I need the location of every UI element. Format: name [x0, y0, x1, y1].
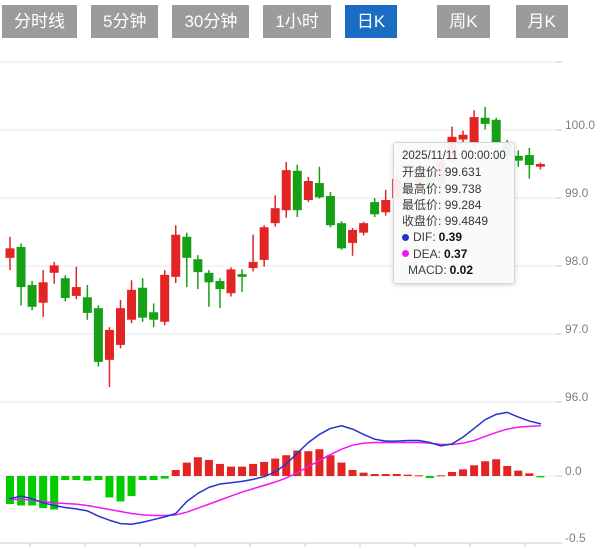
tooltip-date: 2025/11/11 00:00:00 — [402, 150, 506, 162]
tab-1hour[interactable]: 1小时 — [263, 5, 331, 38]
tooltip-indicator-row: MACD: 0.02 — [408, 263, 474, 278]
svg-text:0.0: 0.0 — [565, 464, 582, 478]
tooltip-indicator-row: DEA: 0.37 — [402, 246, 506, 262]
tab-5min[interactable]: 5分钟 — [91, 5, 159, 38]
tab-weekly[interactable]: 周K — [437, 5, 490, 38]
tooltip-price-row: 开盘价: 99.631 — [402, 165, 482, 180]
tooltip-indicator-row: DIF: 0.39 — [402, 229, 506, 245]
tab-30min[interactable]: 30分钟 — [172, 5, 250, 38]
tooltip-price-row: 收盘价: 99.4849 — [402, 214, 489, 229]
svg-text:99.0: 99.0 — [565, 186, 589, 200]
ohlc-tooltip: 2025/11/11 00:00:00 开盘价: 99.631 最高价: 99.7… — [393, 142, 515, 285]
svg-text:96.0: 96.0 — [565, 390, 589, 404]
svg-text:-0.5: -0.5 — [565, 531, 586, 545]
svg-text:97.0: 97.0 — [565, 322, 589, 336]
tab-monthly[interactable]: 月K — [515, 5, 568, 38]
tooltip-price-row: 最低价: 99.284 — [402, 197, 482, 212]
tab-timeline[interactable]: 分时线 — [2, 5, 77, 38]
timeframe-tabbar: 分时线 5分钟 30分钟 1小时 日K 周K 月K — [2, 5, 568, 38]
svg-text:98.0: 98.0 — [565, 254, 589, 268]
tooltip-price-row: 最高价: 99.738 — [402, 181, 482, 196]
series-bullet-icon — [402, 234, 409, 242]
series-bullet-icon — [402, 250, 409, 258]
svg-text:100.0: 100.0 — [565, 118, 595, 132]
tab-daily[interactable]: 日K — [344, 5, 398, 38]
